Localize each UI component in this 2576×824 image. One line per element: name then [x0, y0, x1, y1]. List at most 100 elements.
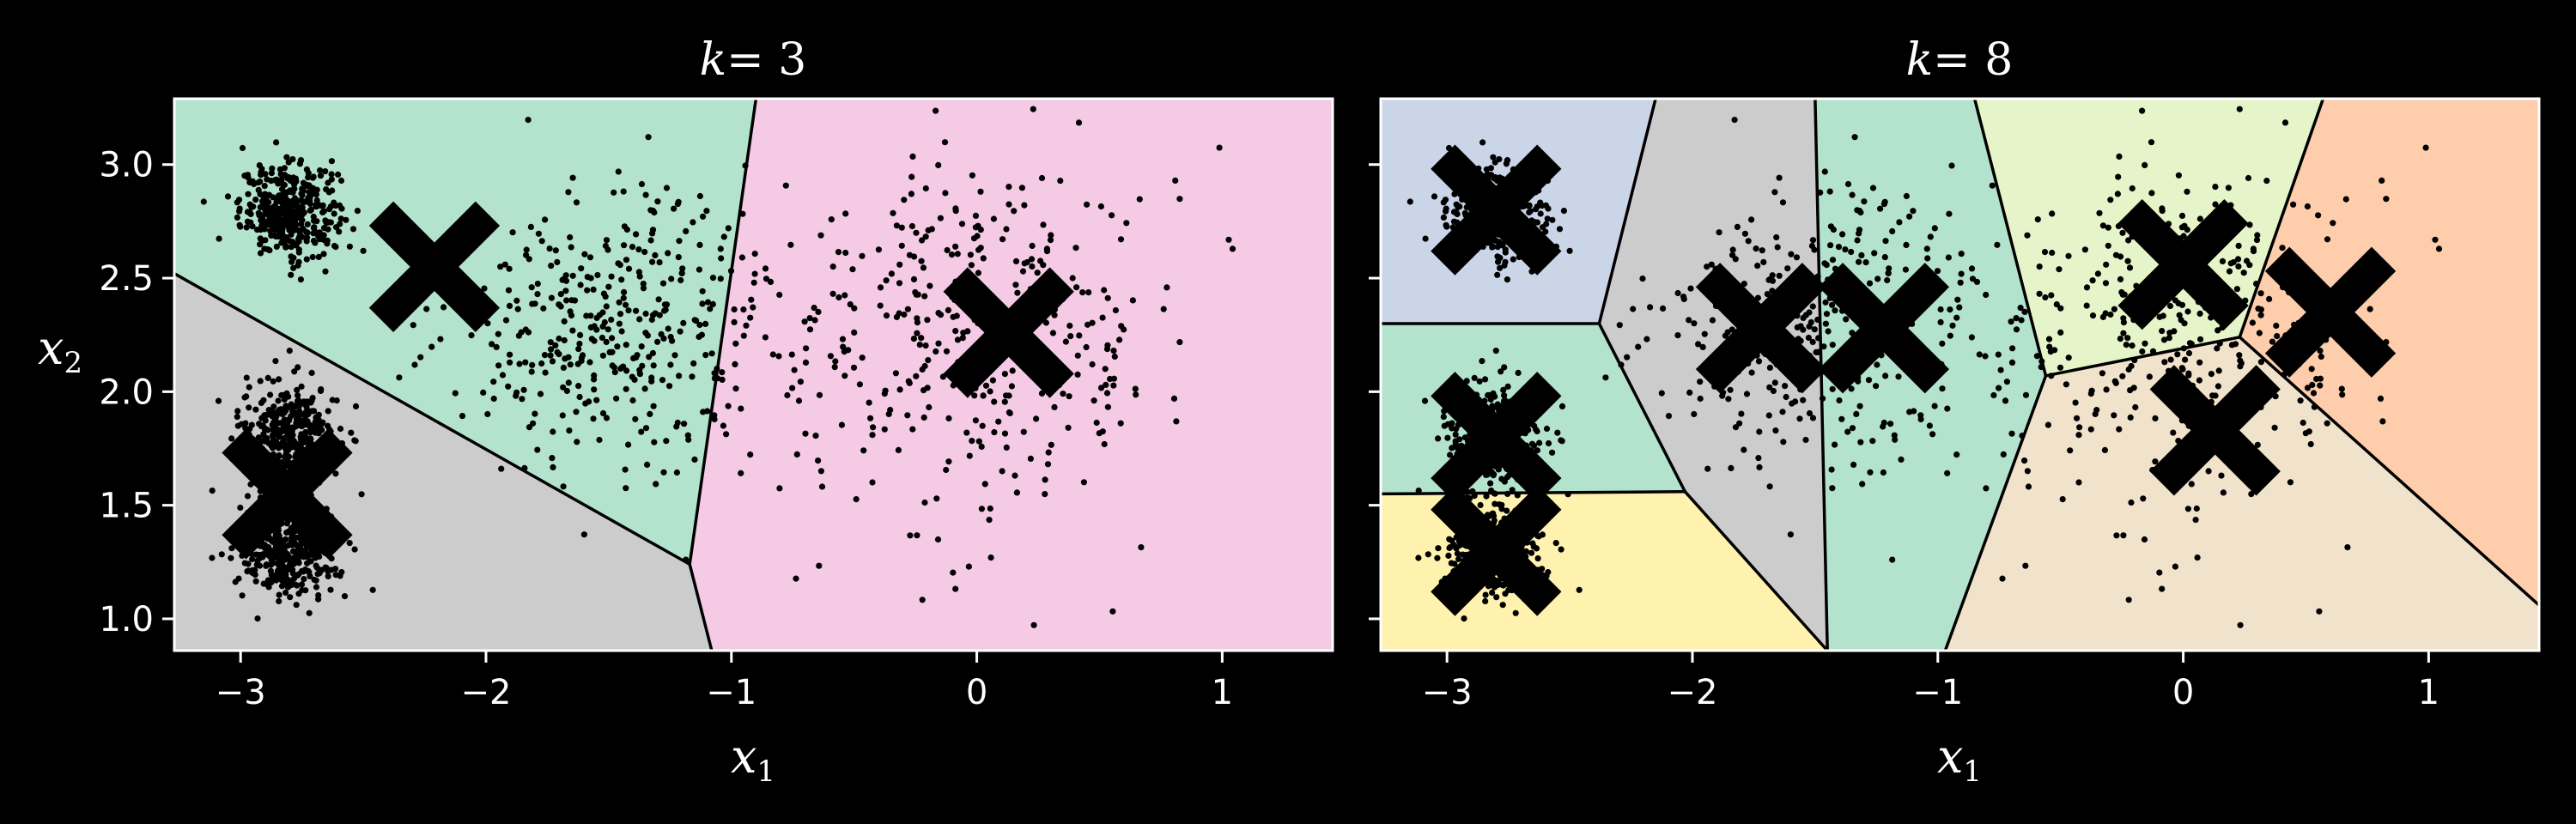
data-point [812, 433, 819, 439]
data-point [1889, 556, 1896, 563]
data-point [290, 197, 297, 203]
data-point [623, 367, 630, 374]
data-point [802, 430, 809, 437]
data-point [1957, 279, 1964, 286]
data-point [599, 352, 607, 359]
data-point [2324, 236, 2331, 243]
data-point [1027, 455, 1034, 463]
data-point [740, 332, 747, 339]
data-point [534, 446, 541, 453]
decision-boundary [1597, 97, 1657, 325]
data-point [307, 429, 313, 436]
data-point [1446, 544, 1453, 552]
data-point [1030, 106, 1036, 112]
data-point [1112, 306, 1119, 314]
data-point [1806, 409, 1814, 417]
data-point [1097, 203, 1104, 210]
data-point [248, 421, 255, 428]
data-point [1421, 397, 1429, 404]
centroid-markers [1431, 144, 2397, 616]
data-point [849, 266, 856, 273]
data-point [1727, 386, 1734, 393]
data-point [1014, 289, 1021, 296]
data-point [309, 253, 316, 261]
data-point [283, 543, 289, 550]
data-point [301, 438, 307, 445]
data-point [1973, 278, 1981, 285]
data-point [2366, 306, 2373, 312]
data-point [1425, 551, 1431, 558]
data-point [320, 251, 327, 258]
data-point [978, 506, 985, 512]
data-point [1906, 213, 1913, 220]
data-point [480, 389, 487, 396]
data-point [882, 387, 889, 394]
data-point [2184, 188, 2190, 195]
data-point [1708, 261, 1715, 268]
data-point [942, 190, 949, 197]
data-point [1743, 391, 1751, 397]
data-point [2215, 367, 2222, 374]
data-point [234, 214, 240, 221]
data-point [1536, 439, 1543, 446]
data-point [1766, 483, 1773, 490]
data-point [623, 342, 629, 348]
data-point [1471, 374, 1478, 381]
data-point [629, 244, 636, 251]
data-point [1566, 247, 1573, 254]
data-point [641, 248, 648, 256]
data-point [1787, 531, 1794, 538]
data-point [1459, 551, 1466, 558]
data-point [300, 568, 307, 575]
data-point [2176, 312, 2183, 318]
data-point [2099, 222, 2106, 229]
data-point [1953, 451, 1960, 458]
data-point [605, 246, 611, 253]
data-point [689, 373, 696, 380]
data-point [1012, 282, 1019, 288]
data-point [509, 229, 516, 236]
data-point [676, 373, 683, 379]
data-point [1482, 376, 1489, 383]
data-point [257, 378, 264, 385]
data-point [869, 479, 876, 486]
data-point [649, 349, 657, 356]
data-point [1076, 332, 1083, 339]
data-point [2166, 302, 2174, 310]
data-point [927, 282, 933, 289]
data-point [881, 426, 888, 433]
data-point [1829, 342, 1836, 348]
data-point [1534, 555, 1541, 562]
data-point [311, 576, 318, 584]
data-point [249, 223, 256, 230]
data-point [276, 166, 283, 173]
data-point [296, 408, 303, 415]
data-point [1809, 237, 1817, 244]
data-point [1838, 415, 1845, 422]
data-point [1529, 540, 1536, 547]
data-point [1997, 367, 2004, 373]
data-point [802, 359, 810, 366]
data-point [2087, 426, 2094, 433]
data-point [935, 340, 942, 347]
data-point [636, 316, 643, 323]
data-point [914, 532, 920, 539]
data-point [2339, 391, 2346, 398]
data-point [640, 285, 647, 292]
data-point [2024, 232, 2031, 239]
data-point [1490, 512, 1498, 519]
data-point [587, 324, 594, 330]
data-point [493, 343, 500, 350]
data-point [892, 370, 899, 377]
data-point [565, 379, 572, 386]
data-point [262, 434, 269, 441]
data-point [484, 410, 491, 418]
data-point [2021, 308, 2028, 315]
data-point [252, 578, 259, 585]
data-point [495, 330, 501, 337]
data-point [1549, 449, 1556, 456]
data-point [286, 227, 293, 233]
data-point [645, 134, 652, 141]
centroid-marker [1431, 372, 1562, 503]
data-point [306, 609, 313, 616]
